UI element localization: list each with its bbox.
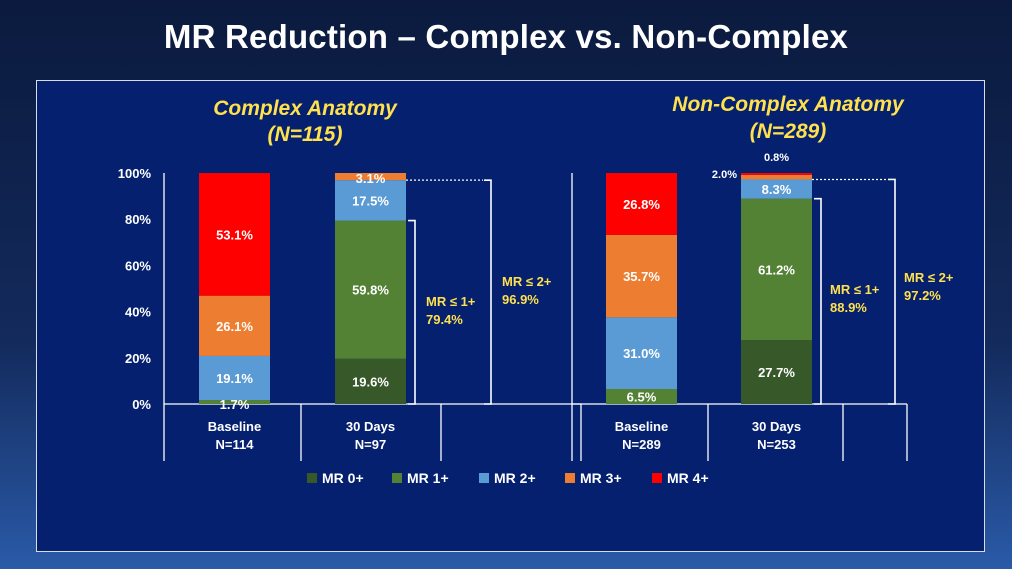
noncomplex-bracket-label: MR ≤ 2+ (904, 270, 954, 285)
noncomplex-data-label: 31.0% (623, 346, 660, 361)
complex-data-label: 19.1% (216, 371, 253, 386)
complex-bracket-value: 96.9% (502, 292, 539, 307)
noncomplex-bracket-value: 97.2% (904, 288, 941, 303)
noncomplex-bar-segment (741, 179, 812, 199)
complex-category-label: 30 Days (346, 419, 395, 434)
noncomplex-data-label: 6.5% (627, 389, 657, 404)
noncomplex-bar-segment (606, 317, 677, 389)
complex-bracket-label: MR ≤ 1+ (426, 294, 476, 309)
legend-label: MR 4+ (667, 470, 709, 486)
complex-data-label: 59.8% (352, 283, 389, 298)
noncomplex-bar-segment (741, 198, 812, 341)
chart-panel: Complex Anatomy (N=115) 100% 80% 60% 40% 20% 0%… (36, 80, 985, 552)
noncomplex-bar-segment (741, 173, 812, 175)
y-tick-label: 100% (118, 166, 152, 181)
legend-label: MR 0+ (322, 470, 364, 486)
complex-bar-segment (199, 295, 270, 356)
complex-data-label: 26.1% (216, 319, 253, 334)
complex-bracket-value: 79.4% (426, 312, 463, 327)
noncomplex-bracket (814, 197, 822, 405)
complex-bracket (408, 219, 416, 405)
complex-category-count: N=97 (355, 437, 386, 452)
legend-swatch (565, 473, 575, 483)
complex-data-label: 17.5% (352, 193, 389, 208)
noncomplex-data-label: 27.7% (758, 365, 795, 380)
noncomplex-bar-segment (606, 173, 677, 235)
complex-category-label: Baseline (208, 419, 261, 434)
complex-data-label: 19.6% (352, 374, 389, 389)
complex-chart-title: Complex Anatomy (213, 97, 398, 120)
noncomplex-category-label: Baseline (615, 419, 668, 434)
noncomplex-bar-segment (741, 174, 812, 180)
noncomplex-data-label: 8.3% (762, 182, 792, 197)
complex-bar-segment (199, 173, 270, 296)
noncomplex-data-label: 26.8% (623, 197, 660, 212)
complex-bar-segment (335, 173, 406, 181)
legend-swatch (392, 473, 402, 483)
noncomplex-bracket-value: 88.9% (830, 300, 867, 315)
complex-data-label: 53.1% (216, 227, 253, 242)
complex-bar-segment (335, 358, 406, 404)
noncomplex-bar-segment (606, 388, 677, 404)
noncomplex-bracket (888, 178, 896, 405)
complex-bar-segment (199, 355, 270, 401)
noncomplex-data-label: 35.7% (623, 269, 660, 284)
noncomplex-bar-segment (741, 340, 812, 404)
complex-data-label: 3.1% (356, 171, 386, 186)
noncomplex-category-count: N=289 (622, 437, 661, 452)
stacked-bar-charts: Complex Anatomy (N=115) 100% 80% 60% 40% 20% 0%… (118, 93, 954, 486)
legend-swatch (479, 473, 489, 483)
legend-swatch (652, 473, 662, 483)
complex-data-label: 1.7% (220, 397, 250, 412)
complex-bar-segment (335, 220, 406, 359)
y-tick-label: 0% (132, 397, 151, 412)
noncomplex-bracket-label: MR ≤ 1+ (830, 282, 880, 297)
noncomplex-category-label: 30 Days (752, 419, 801, 434)
legend-swatch (307, 473, 317, 483)
noncomplex-bar-segment (606, 234, 677, 318)
complex-bracket (484, 179, 492, 405)
legend-label: MR 1+ (407, 470, 449, 486)
y-tick-label: 60% (125, 258, 151, 273)
y-tick-label: 20% (125, 351, 151, 366)
noncomplex-data-label: 2.0% (712, 169, 737, 181)
noncomplex-chart-subtitle: (N=289) (750, 120, 826, 143)
complex-chart-subtitle: (N=115) (268, 123, 343, 146)
complex-bracket-label: MR ≤ 2+ (502, 274, 552, 289)
complex-category-count: N=114 (216, 437, 255, 452)
complex-bar-segment (199, 400, 270, 404)
noncomplex-category-count: N=253 (757, 437, 796, 452)
legend-label: MR 2+ (494, 470, 536, 486)
slide-title: MR Reduction – Complex vs. Non-Complex (163, 18, 849, 55)
legend-label: MR 3+ (580, 470, 622, 486)
noncomplex-data-label: 0.8% (764, 152, 789, 164)
complex-bar-segment (335, 180, 406, 221)
y-tick-label: 80% (125, 212, 151, 227)
noncomplex-chart-title: Non-Complex Anatomy (672, 93, 905, 116)
y-tick-label: 40% (125, 305, 151, 320)
noncomplex-data-label: 61.2% (758, 262, 795, 277)
